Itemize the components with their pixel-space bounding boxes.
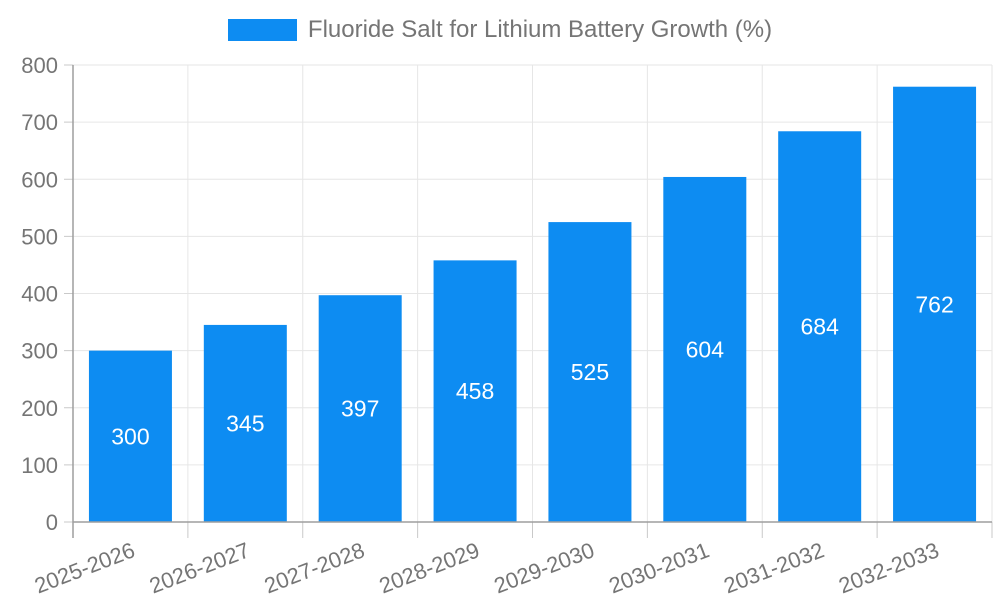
x-axis-label: 2029-2030 bbox=[491, 537, 598, 598]
y-axis-label: 800 bbox=[21, 53, 58, 78]
bar-2030-2031[interactable] bbox=[663, 176, 747, 522]
bar-2031-2032[interactable] bbox=[778, 131, 862, 522]
bar-2032-2033[interactable] bbox=[893, 86, 977, 523]
legend[interactable]: Fluoride Salt for Lithium Battery Growth… bbox=[0, 17, 1000, 43]
bar-value-label: 300 bbox=[111, 423, 149, 449]
legend-label: Fluoride Salt for Lithium Battery Growth… bbox=[307, 16, 773, 43]
x-axis-label: 2030-2031 bbox=[605, 537, 712, 598]
y-axis-label: 100 bbox=[21, 453, 58, 478]
bar-value-label: 397 bbox=[341, 396, 379, 422]
bar-value-label: 604 bbox=[686, 336, 725, 362]
y-axis-label: 0 bbox=[46, 510, 58, 535]
bar-value-label: 345 bbox=[226, 410, 264, 436]
x-axis-label: 2032-2033 bbox=[835, 537, 942, 598]
bar-2027-2028[interactable] bbox=[318, 295, 402, 522]
y-axis-label: 500 bbox=[21, 224, 58, 249]
bar-2029-2030[interactable] bbox=[548, 222, 632, 522]
bar-2026-2027[interactable] bbox=[203, 324, 287, 522]
bar-2025-2026[interactable] bbox=[88, 350, 172, 522]
y-axis-label: 700 bbox=[21, 110, 58, 135]
bar-2028-2029[interactable] bbox=[433, 260, 517, 522]
legend-swatch bbox=[227, 19, 297, 41]
x-axis-label: 2031-2032 bbox=[720, 537, 827, 598]
y-axis-label: 200 bbox=[21, 396, 58, 421]
x-axis-label: 2026-2027 bbox=[146, 537, 253, 598]
x-axis-label: 2025-2026 bbox=[31, 537, 138, 598]
bar-value-label: 458 bbox=[456, 378, 494, 404]
bar-value-label: 762 bbox=[915, 291, 953, 317]
y-axis-label: 600 bbox=[21, 167, 58, 192]
y-axis-label: 400 bbox=[21, 282, 58, 307]
x-axis-label: 2028-2029 bbox=[376, 537, 483, 598]
bar-value-label: 525 bbox=[571, 359, 609, 385]
x-axis-label: 2027-2028 bbox=[261, 537, 368, 598]
y-axis-label: 300 bbox=[21, 339, 58, 364]
bar-value-label: 684 bbox=[801, 314, 840, 340]
